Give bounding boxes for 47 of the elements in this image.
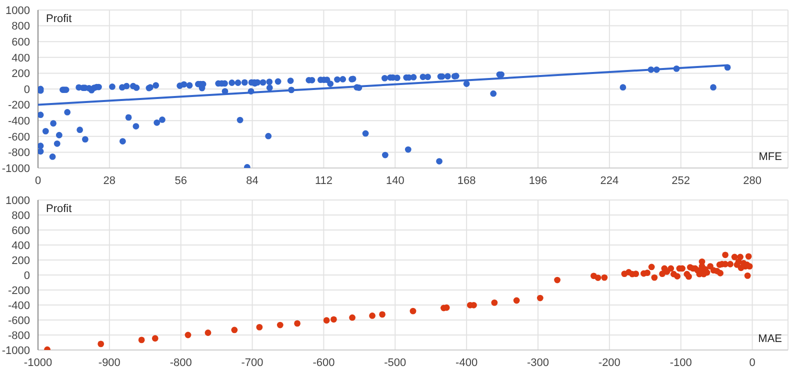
y-tick-label: -200: [8, 284, 30, 297]
x-tick-label: -200: [598, 356, 620, 369]
x-tick-label: 84: [246, 174, 258, 187]
y-tick-label: 1000: [6, 194, 30, 207]
y-tick-label: -1000: [2, 162, 30, 175]
y-tick-label: 600: [12, 36, 30, 49]
y-axis-title: Profit: [46, 13, 72, 25]
y-tick-label: 600: [12, 224, 30, 237]
y-tick-label: 200: [12, 68, 30, 80]
y-tick-label: -400: [8, 300, 30, 312]
x-tick-label: 140: [386, 174, 404, 187]
y-tick-label: -800: [8, 147, 30, 160]
x-tick-label: 28: [103, 174, 116, 187]
x-tick-label: -400: [456, 356, 478, 369]
y-tick-label: 200: [12, 254, 30, 267]
y-tick-label: 0: [24, 84, 30, 96]
x-tick-label: 252: [672, 174, 690, 187]
y-tick-label: 400: [12, 240, 30, 252]
y-tick-label: 800: [12, 20, 30, 33]
y-tick-label: -400: [8, 116, 30, 128]
y-tick-label: -600: [8, 131, 30, 144]
x-tick-label: -100: [670, 356, 692, 369]
y-tick-label: 0: [24, 270, 30, 282]
x-tick-label: -600: [312, 356, 335, 369]
x-tick-label: 0: [749, 356, 756, 369]
x-tick-label: 0: [34, 174, 42, 187]
x-tick-label: -800: [170, 356, 192, 369]
y-tick-label: -600: [8, 314, 30, 327]
y-axis-title: Profit: [46, 203, 72, 215]
y-tick-label: 400: [12, 52, 30, 64]
x-tick-label: -500: [384, 356, 406, 369]
x-tick-label: 224: [600, 174, 619, 187]
y-tick-label: -800: [8, 330, 30, 342]
x-axis-title: MFE: [758, 151, 782, 163]
y-tick-label: 800: [12, 210, 30, 222]
x-axis-title: MAE: [758, 333, 782, 345]
y-tick-label: -1000: [2, 344, 30, 357]
x-tick-label: -300: [526, 356, 550, 369]
x-tick-label: 168: [457, 174, 476, 187]
x-tick-label: -700: [241, 356, 264, 369]
x-tick-label: 280: [743, 174, 762, 187]
y-tick-label: 1000: [6, 4, 30, 17]
x-tick-label: 56: [174, 174, 187, 187]
x-tick-label: 112: [314, 174, 332, 187]
x-tick-label: -900: [98, 356, 120, 369]
y-tick-label: -200: [8, 100, 30, 112]
x-tick-label: 196: [528, 174, 548, 187]
